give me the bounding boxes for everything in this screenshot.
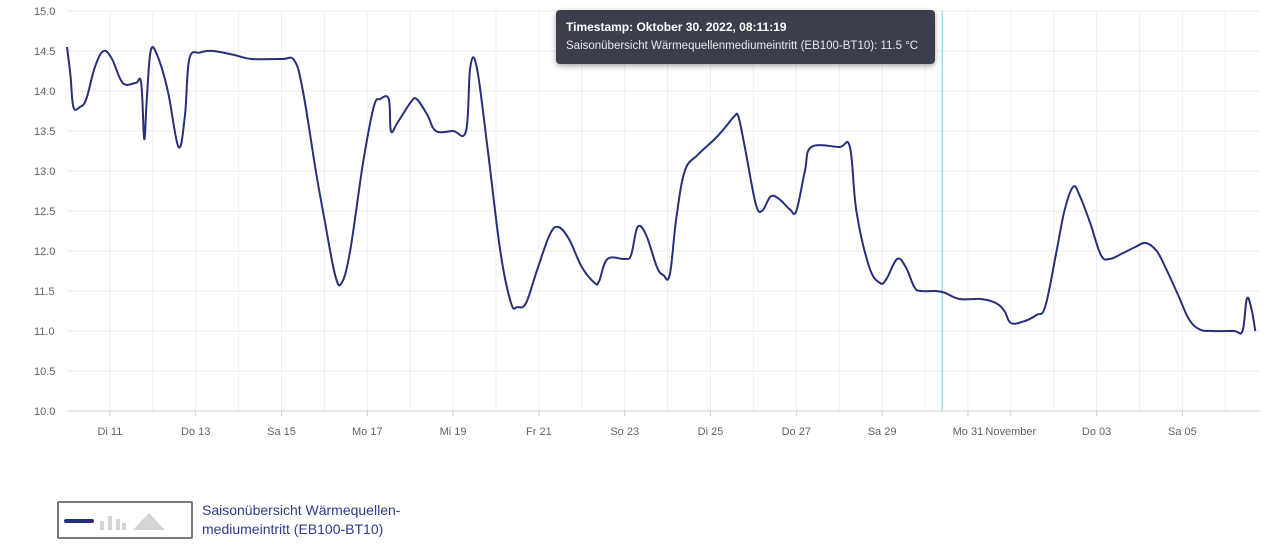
x-tick-label: Sa 15 <box>267 426 296 438</box>
y-tick-label: 10.5 <box>34 366 55 378</box>
y-tick-label: 11.0 <box>34 326 55 338</box>
y-tick-label: 15.0 <box>34 6 55 18</box>
y-tick-label: 13.0 <box>34 166 55 178</box>
y-tick-label: 13.5 <box>34 126 55 138</box>
legend-series-label[interactable]: Saisonübersicht Wärmequellen- mediumeint… <box>202 501 442 539</box>
x-tick-label: So 23 <box>610 426 639 438</box>
tooltip-series-value: Saisonübersicht Wärmequellenmediumeintri… <box>566 40 919 52</box>
legend-label-line-2: mediumeintritt (EB100-BT10) <box>202 521 384 537</box>
x-tick-label: Fr 21 <box>526 426 552 438</box>
y-tick-label: 12.5 <box>34 206 55 218</box>
y-tick-label: 11.5 <box>34 286 55 298</box>
bar-icon <box>100 516 126 530</box>
horizontal-gridlines <box>67 10 1260 412</box>
area-icon <box>133 513 165 530</box>
x-tick-label: Sa 05 <box>1168 426 1197 438</box>
x-tick-label: Mo 17 <box>352 426 383 438</box>
x-tick-label: Do 27 <box>782 426 811 438</box>
tooltip-timestamp: Timestamp: Oktober 30. 2022, 08:11:19 <box>566 20 787 34</box>
x-tick-label: November <box>985 426 1036 438</box>
y-axis-tick-labels: 15.0 14.5 14.0 13.5 13.0 12.5 12.0 11.5 11.0 10.5… <box>34 6 55 418</box>
x-axis-tick-labels: Di 11 Do 13 Sa 15 Mo 17 Mi 19 Fr 21 So 23 Di 25… <box>97 411 1197 438</box>
y-tick-label: 14.0 <box>34 86 55 98</box>
vertical-gridlines <box>109 11 1226 411</box>
legend-label-line-1: Saisonübersicht Wärmequellen- <box>202 502 401 518</box>
series-line[interactable] <box>66 45 1257 335</box>
legend-chart-type-chip[interactable] <box>57 501 193 539</box>
line-icon <box>64 519 94 523</box>
x-tick-label: Di 11 <box>97 426 122 438</box>
x-tick-label: Sa 29 <box>868 426 897 438</box>
y-tick-label: 10.0 <box>34 406 55 418</box>
x-tick-label: Mi 19 <box>440 426 467 438</box>
y-tick-label: 12.0 <box>34 246 55 258</box>
y-tick-label: 14.5 <box>34 46 55 58</box>
x-tick-label: Do 03 <box>1082 426 1111 438</box>
x-tick-label: Di 25 <box>698 426 724 438</box>
x-tick-label: Mo 31 <box>953 426 984 438</box>
hover-tooltip: Timestamp: Oktober 30. 2022, 08:11:19 Sa… <box>556 10 935 64</box>
x-tick-label: Do 13 <box>181 426 210 438</box>
